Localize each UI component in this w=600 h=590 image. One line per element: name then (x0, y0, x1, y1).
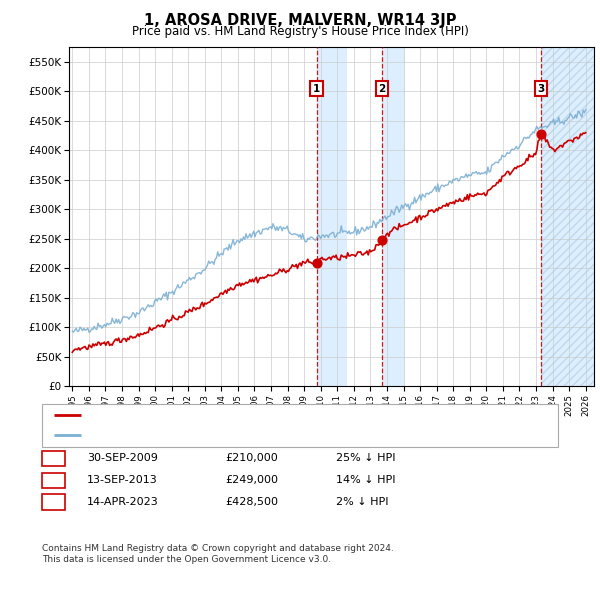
Text: HPI: Average price, detached house, Malvern Hills: HPI: Average price, detached house, Malv… (87, 430, 347, 440)
Text: 13-SEP-2013: 13-SEP-2013 (87, 476, 158, 485)
Text: 3: 3 (50, 497, 57, 507)
Point (312, 258, 322, 267)
Bar (382, 47, 405, 386)
Bar (317, 47, 347, 386)
Bar (541, 47, 594, 386)
Text: 2% ↓ HPI: 2% ↓ HPI (336, 497, 389, 507)
Text: Price paid vs. HM Land Registry's House Price Index (HPI): Price paid vs. HM Land Registry's House … (131, 25, 469, 38)
Text: 1, AROSA DRIVE, MALVERN, WR14 3JP: 1, AROSA DRIVE, MALVERN, WR14 3JP (144, 13, 456, 28)
Text: £428,500: £428,500 (225, 497, 278, 507)
Point (536, 129, 545, 139)
Text: £249,000: £249,000 (225, 476, 278, 485)
Text: 30-SEP-2009: 30-SEP-2009 (87, 454, 158, 463)
Text: 1: 1 (313, 84, 320, 93)
Text: 1, AROSA DRIVE, MALVERN, WR14 3JP (detached house): 1, AROSA DRIVE, MALVERN, WR14 3JP (detac… (87, 410, 379, 419)
Text: 2: 2 (379, 84, 386, 93)
Text: 1: 1 (50, 454, 57, 463)
Text: 14-APR-2023: 14-APR-2023 (87, 497, 159, 507)
Text: 14% ↓ HPI: 14% ↓ HPI (336, 476, 395, 485)
Text: 3: 3 (537, 84, 544, 93)
Text: 2: 2 (50, 476, 57, 485)
Text: This data is licensed under the Open Government Licence v3.0.: This data is licensed under the Open Gov… (42, 555, 331, 564)
Bar (541, 47, 594, 386)
Text: 25% ↓ HPI: 25% ↓ HPI (336, 454, 395, 463)
Point (377, 235, 387, 244)
Text: Contains HM Land Registry data © Crown copyright and database right 2024.: Contains HM Land Registry data © Crown c… (42, 545, 394, 553)
Text: £210,000: £210,000 (225, 454, 278, 463)
